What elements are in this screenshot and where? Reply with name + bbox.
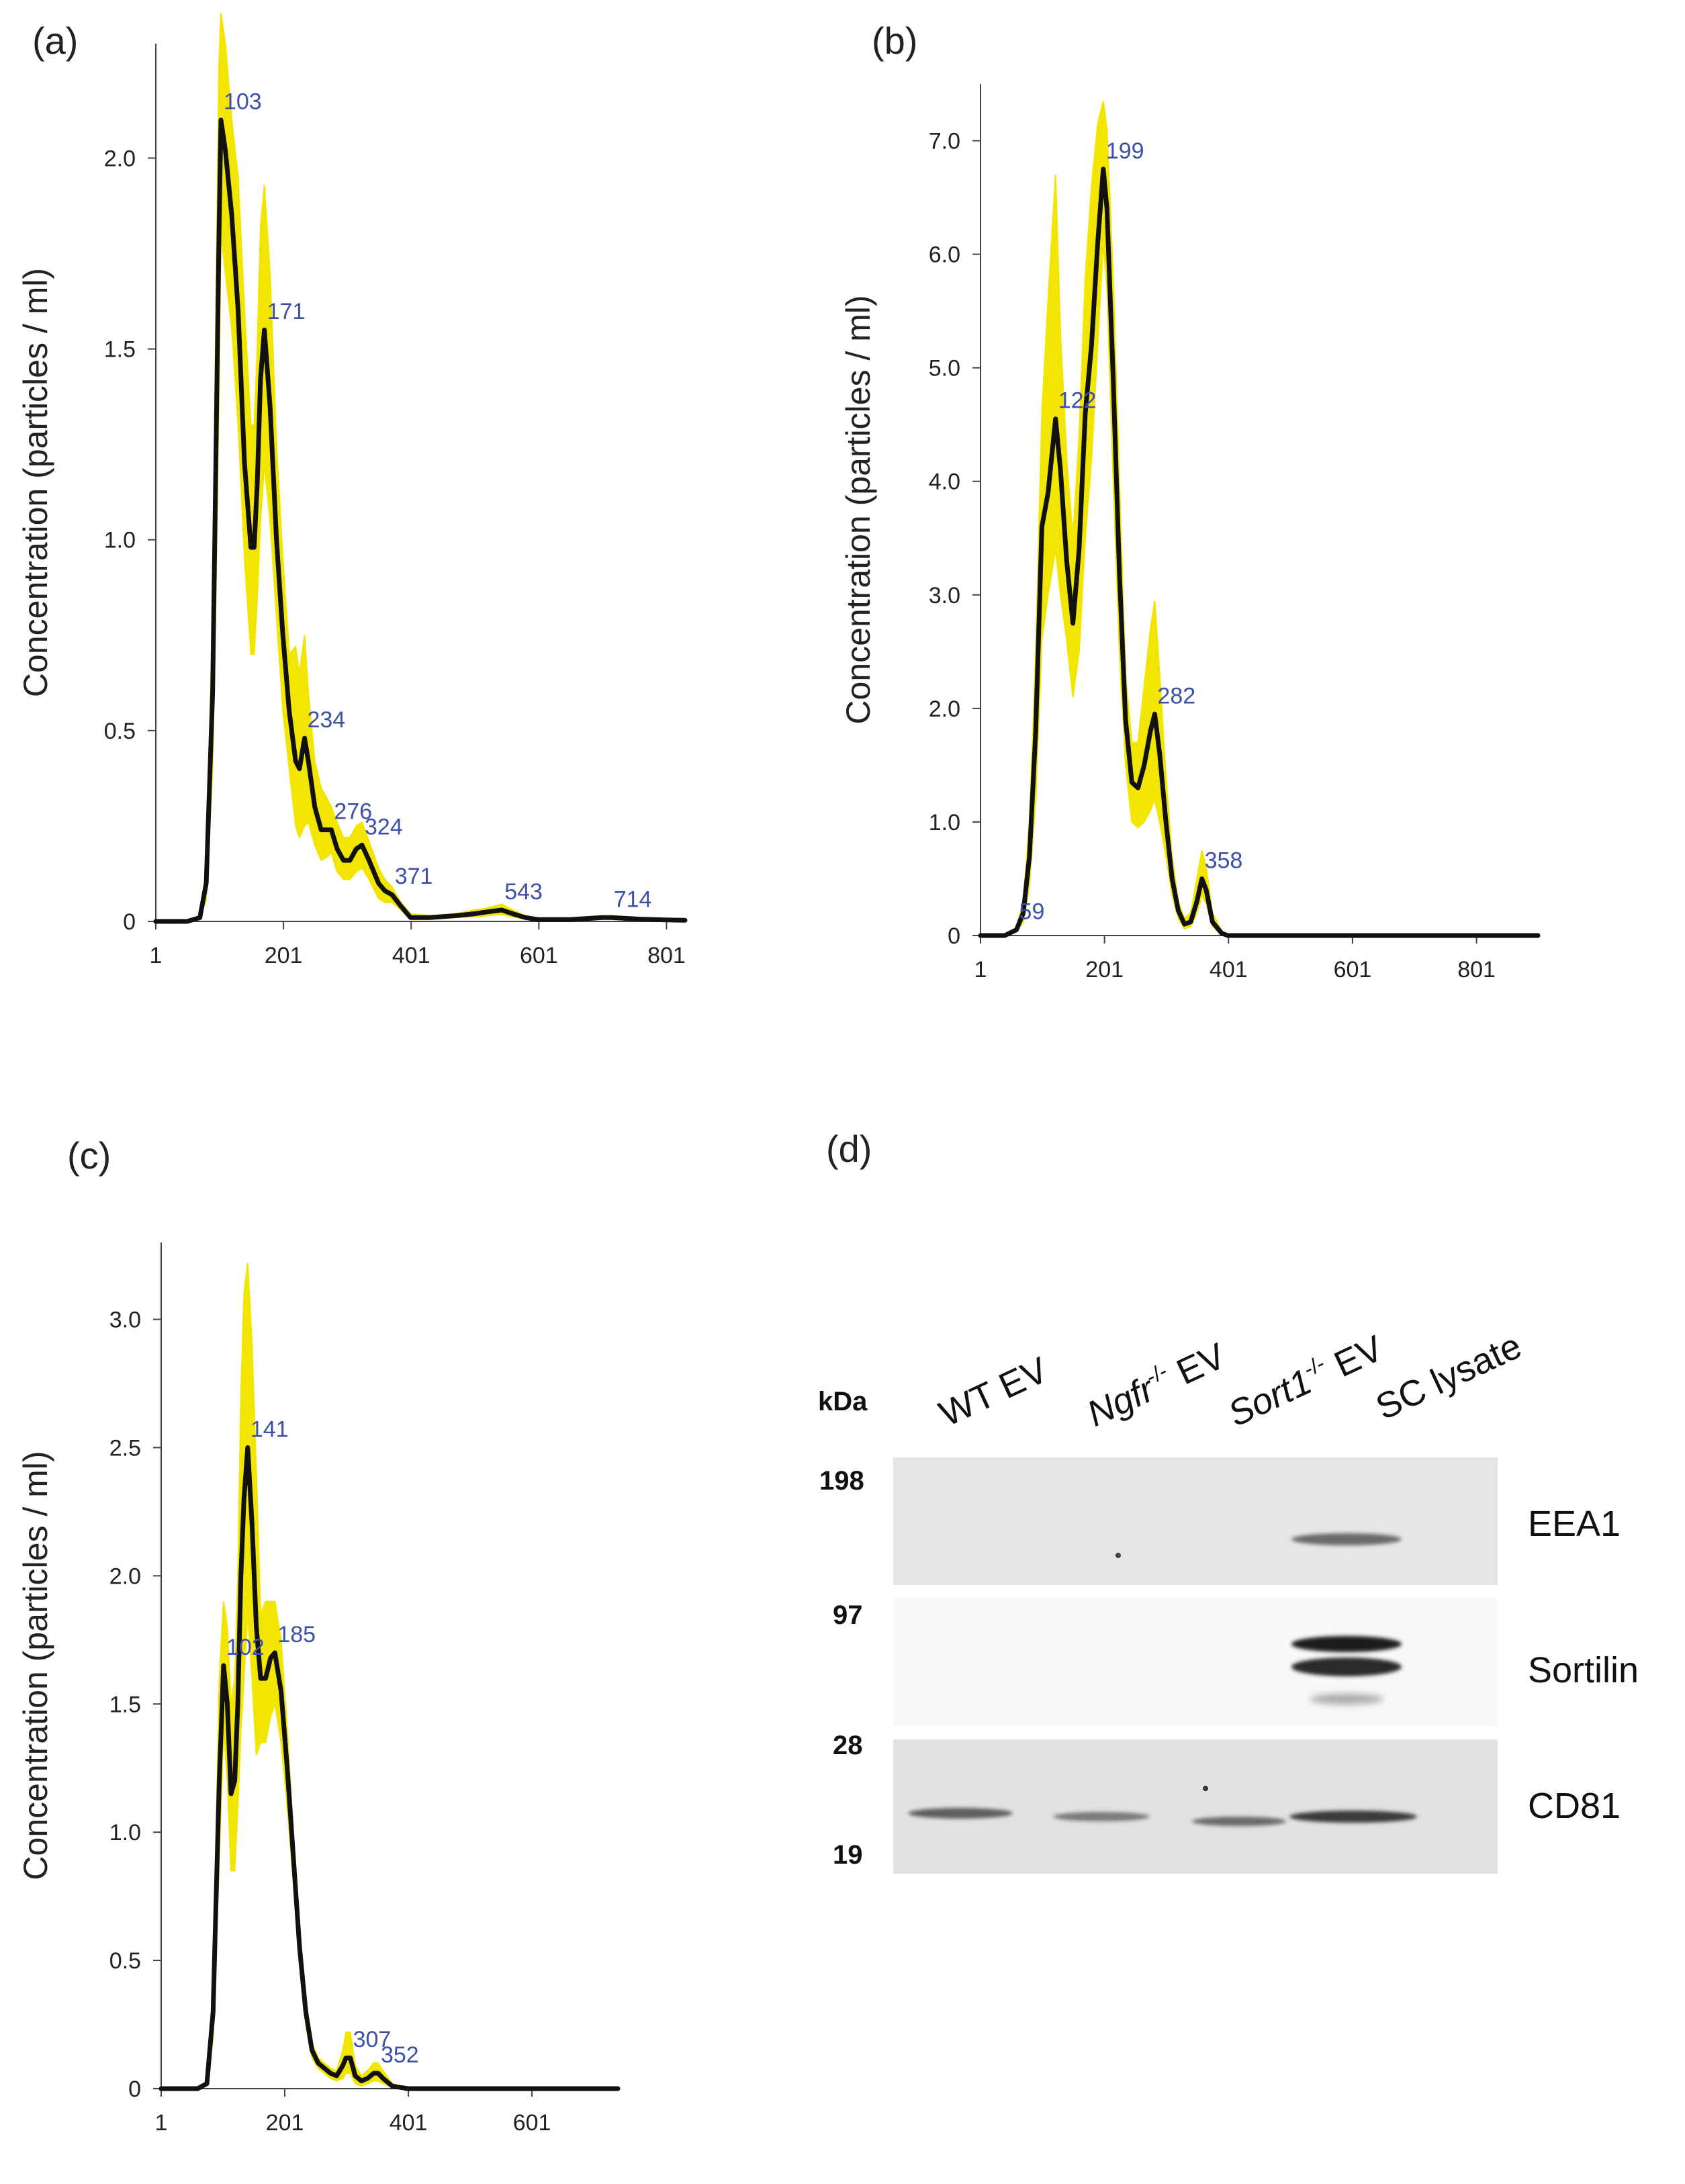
mean-line: [158, 1445, 621, 2091]
y-tick-label: 0: [948, 923, 960, 949]
y-tick-label: 1.5: [109, 1692, 141, 1717]
band-cd81-sc-lysate: [1289, 1811, 1417, 1823]
mean-line: [153, 118, 688, 924]
y-tick-label: 1.0: [929, 810, 960, 835]
peak-label: 352: [381, 2042, 419, 2068]
western-blot-panel: (d) kDa WT EV Ngfr-/- EV Sort1-/- EV SC …: [818, 1128, 1639, 1874]
y-axis-label: Concentration (particles / ml): [17, 268, 54, 697]
peak-label: 276: [334, 799, 372, 825]
band-eea1-sc-lysate: [1291, 1533, 1402, 1545]
chart-c: (c) Concentration (particles / ml) 0 0.5 1.0…: [17, 1134, 621, 2136]
peak-label: 371: [395, 864, 433, 889]
lane-label-sort1-ev: Sort1-/- EV: [1221, 1326, 1389, 1435]
x-tick-label: 1: [974, 957, 987, 983]
y-tick-label: 6.0: [929, 242, 960, 268]
panel-label: (c): [67, 1134, 111, 1177]
peak-label: 103: [224, 89, 262, 115]
peak-label: 141: [251, 1416, 289, 1442]
y-tick-label: 0: [123, 909, 136, 935]
blot-strip-cd81: [893, 1739, 1498, 1874]
y-tick-label: 2.5: [109, 1435, 141, 1461]
y-tick-label: 2.0: [109, 1563, 141, 1589]
x-tick-label: 1: [155, 2110, 168, 2136]
x-tick-label: 801: [647, 943, 686, 968]
band-cd81-sort1-ev: [1192, 1817, 1286, 1826]
error-band: [156, 13, 686, 922]
x-tick-label: 401: [1210, 957, 1248, 983]
y-tick-label: 5.0: [929, 356, 960, 381]
blot-speck: [1115, 1553, 1121, 1558]
y-tick-label: 2.0: [104, 146, 136, 171]
x-tick-label: 801: [1457, 957, 1496, 983]
marker-198: 198: [819, 1466, 864, 1496]
y-tick-label: 1.0: [104, 528, 136, 553]
x-tick-label: 201: [266, 2110, 304, 2136]
protein-label-eea1: EEA1: [1528, 1504, 1621, 1544]
x-tick-label: 201: [1085, 957, 1124, 983]
error-band: [981, 101, 1538, 936]
marker-28: 28: [833, 1731, 863, 1760]
peak-label: 122: [1058, 388, 1097, 414]
chart-a: (a) Concentration (particles / ml) 0 0.5 1.0…: [17, 13, 688, 968]
peak-label: 185: [277, 1622, 316, 1647]
band-cd81-wt-ev: [908, 1808, 1013, 1819]
y-tick-label: 0.5: [104, 719, 136, 744]
peak-label: 358: [1205, 848, 1243, 873]
marker-97: 97: [833, 1600, 863, 1630]
peak-label: 307: [353, 2027, 392, 2052]
band-sortilin-lower: [1291, 1657, 1402, 1676]
peak-label: 102: [226, 1635, 265, 1660]
y-tick-label: 0.5: [109, 1948, 141, 1974]
y-tick-label: 3.0: [929, 583, 960, 608]
y-tick-label: 7.0: [929, 129, 960, 154]
y-tick-label: 0: [128, 2077, 141, 2102]
y-tick-label: 4.0: [929, 469, 960, 495]
x-tick-label: 601: [513, 2110, 551, 2136]
y-tick-label: 1.5: [104, 337, 136, 363]
x-tick-label: 1: [150, 943, 163, 968]
band-sortilin-faint: [1310, 1694, 1383, 1704]
band-sortilin-upper: [1291, 1636, 1402, 1652]
x-tick-label: 601: [1334, 957, 1372, 983]
panel-label: (a): [32, 19, 78, 62]
peak-label: 199: [1106, 138, 1144, 164]
peak-label: 234: [307, 707, 345, 733]
peak-label: 714: [614, 886, 652, 912]
peak-label: 171: [267, 299, 306, 324]
peak-label: 59: [1019, 899, 1045, 925]
peak-label: 324: [365, 814, 403, 839]
blot-speck: [1203, 1786, 1208, 1791]
x-tick-label: 601: [520, 943, 558, 968]
y-axis-label: Concentration (particles / ml): [839, 295, 877, 724]
protein-label-cd81: CD81: [1528, 1786, 1621, 1826]
x-tick-label: 401: [392, 943, 430, 968]
x-tick-label: 401: [390, 2110, 428, 2136]
lane-labels: WT EV Ngfr-/- EV Sort1-/- EV SC lysate: [933, 1326, 1528, 1435]
chart-b: (b) Concentration (particles / ml) 0 1.0 2.0…: [839, 19, 1541, 983]
marker-19: 19: [833, 1840, 863, 1870]
error-band: [161, 1263, 618, 2089]
peak-label: 543: [504, 879, 543, 905]
blot-strip-sortilin: [893, 1598, 1498, 1726]
protein-label-sortilin: Sortilin: [1528, 1650, 1639, 1690]
band-cd81-ngfr-ev: [1053, 1812, 1150, 1821]
y-tick-label: 2.0: [929, 696, 960, 722]
peak-label: 282: [1157, 683, 1195, 709]
mean-line: [978, 167, 1541, 938]
y-tick-label: 3.0: [109, 1308, 141, 1333]
panel-label: (b): [872, 19, 917, 62]
panel-label-d: (d): [826, 1128, 872, 1170]
y-tick-label: 1.0: [109, 1820, 141, 1846]
lane-label-ngfr-ev: Ngfr-/- EV: [1080, 1334, 1231, 1435]
blot-strip-eea1: [893, 1457, 1498, 1585]
y-axis-label: Concentration (particles / ml): [17, 1451, 54, 1880]
x-tick-label: 201: [265, 943, 303, 968]
kda-label: kDa: [818, 1387, 868, 1416]
lane-label-wt-ev: WT EV: [933, 1350, 1054, 1435]
lane-label-sc-lysate: SC lysate: [1370, 1326, 1528, 1428]
